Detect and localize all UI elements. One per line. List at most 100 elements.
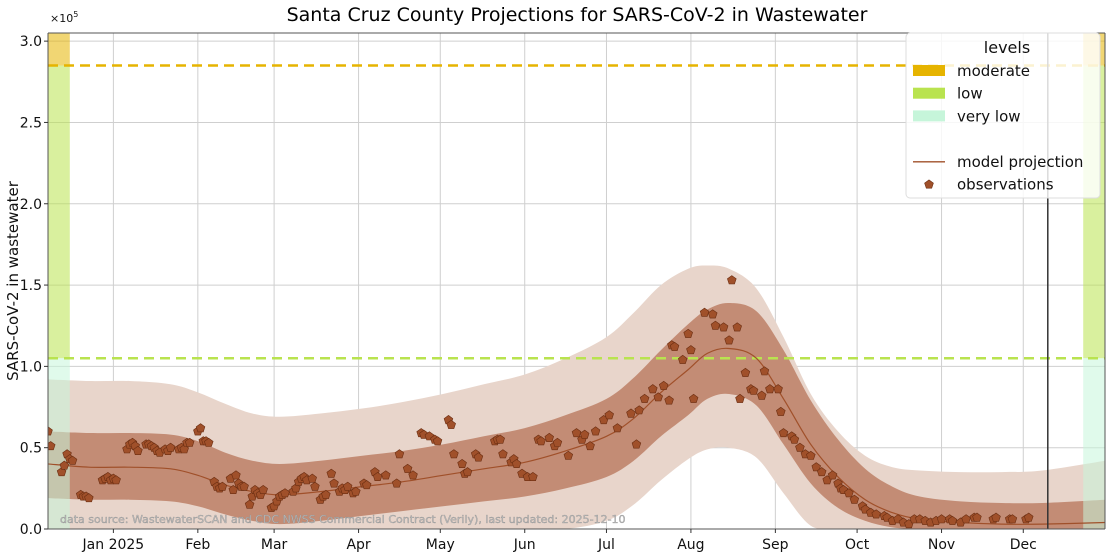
legend-swatch-very-low xyxy=(913,110,945,122)
x-tick-label: Aug xyxy=(677,537,704,553)
observation-point xyxy=(498,449,508,459)
observation-point xyxy=(686,345,696,355)
observation-point xyxy=(244,499,255,509)
observation-point xyxy=(239,481,249,491)
observation-point xyxy=(394,449,405,459)
inner-band xyxy=(48,302,1105,529)
legend-label: moderate xyxy=(957,62,1030,80)
observation-point xyxy=(536,436,546,446)
observation-point xyxy=(773,384,783,394)
observation-point xyxy=(590,426,601,436)
y-tick-label: 2.5 xyxy=(20,115,42,131)
x-tick-label: Dec xyxy=(1010,537,1037,553)
observation-point xyxy=(604,410,614,420)
legend-marker-swatch xyxy=(924,179,934,189)
observation-point xyxy=(528,472,538,482)
y-tick-label: 2.0 xyxy=(20,197,42,213)
observation-point xyxy=(321,489,331,499)
observation-point xyxy=(699,307,710,317)
x-ticks: Jan 2025 Feb Mar Apr May Jun Jul Aug Sep Oct Nov De… xyxy=(82,529,1037,553)
x-tick-label: Sep xyxy=(762,537,789,553)
observation-point xyxy=(446,419,456,429)
observation-point xyxy=(735,393,745,403)
inner-uncertainty-band xyxy=(48,302,1105,529)
observation-point xyxy=(827,470,838,480)
observations-markers xyxy=(48,275,1034,529)
y-tick-label: 3.0 xyxy=(20,34,42,50)
observation-point xyxy=(658,380,669,390)
observation-point xyxy=(310,481,320,491)
observation-point xyxy=(776,406,786,416)
observation-point xyxy=(195,423,206,433)
legend-title: levels xyxy=(984,38,1030,57)
y-tick-label: 0.0 xyxy=(20,522,42,538)
observation-point xyxy=(664,395,674,405)
observation-point xyxy=(381,470,391,480)
observation-point xyxy=(1007,514,1018,524)
observation-point xyxy=(757,390,767,400)
observation-point xyxy=(936,514,947,524)
observation-point xyxy=(217,481,228,491)
x-tick-label: Oct xyxy=(845,537,870,553)
x-tick-label: May xyxy=(426,537,455,553)
observation-point xyxy=(342,481,353,491)
observation-point xyxy=(372,472,383,482)
observation-point xyxy=(402,463,413,473)
observation-point xyxy=(228,485,238,495)
observation-point xyxy=(849,494,860,504)
observation-point xyxy=(552,437,563,447)
y-axis-label: SARS-CoV-2 in wastewater xyxy=(4,180,22,381)
observation-point xyxy=(732,322,742,332)
observation-point xyxy=(639,393,650,403)
y-tick-label: 0.5 xyxy=(20,441,42,457)
observation-point xyxy=(991,512,1001,522)
legend-label: low xyxy=(957,85,983,103)
observation-point xyxy=(231,470,241,480)
observation-point xyxy=(811,462,821,472)
observation-point xyxy=(710,320,721,330)
observation-point xyxy=(544,432,554,443)
observation-point xyxy=(67,455,78,465)
observation-point xyxy=(165,442,176,452)
observation-point xyxy=(258,485,268,495)
observation-point xyxy=(184,437,195,447)
x-tick-label: Feb xyxy=(185,537,210,553)
observation-point xyxy=(362,480,372,490)
observation-point xyxy=(84,493,94,503)
level-band-very-low xyxy=(48,358,70,529)
observation-point xyxy=(871,509,881,519)
level-band-low xyxy=(48,65,70,359)
observation-point xyxy=(391,478,402,488)
observation-point xyxy=(947,515,958,525)
x-tick-label: Apr xyxy=(346,537,370,553)
observation-point xyxy=(585,441,595,451)
observation-point xyxy=(473,452,484,462)
observation-point xyxy=(571,428,582,438)
observation-point xyxy=(740,367,751,377)
observation-point xyxy=(961,514,971,524)
observation-point xyxy=(653,392,663,402)
legend: levels moderate low very low model projectio… xyxy=(905,32,1101,199)
observation-point xyxy=(718,322,729,332)
level-band-moderate xyxy=(48,33,70,66)
observation-point xyxy=(449,449,459,459)
observation-point xyxy=(795,442,805,452)
observation-point xyxy=(329,478,339,488)
legend-swatch-low xyxy=(913,87,945,99)
observation-point xyxy=(707,309,718,319)
y-ticks: 0.0 0.5 1.0 1.5 2.0 2.5 3.0 xyxy=(20,34,48,538)
observation-point xyxy=(669,341,680,351)
observation-point xyxy=(648,384,658,394)
plot-area xyxy=(48,33,1105,529)
observation-point xyxy=(563,450,574,460)
observation-point xyxy=(844,488,854,498)
observation-point xyxy=(626,408,636,418)
observation-point xyxy=(462,467,473,477)
observation-point xyxy=(133,445,143,456)
x-tick-label: Jan 2025 xyxy=(82,537,145,553)
x-tick-label: Jul xyxy=(597,537,615,553)
observation-point xyxy=(432,436,443,446)
observation-point xyxy=(351,486,361,496)
observation-point xyxy=(724,335,734,345)
